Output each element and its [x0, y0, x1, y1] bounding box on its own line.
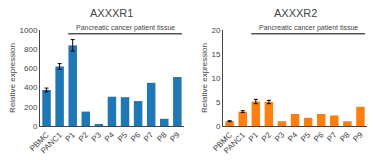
svg-text:AXXXR2: AXXXR2 [274, 7, 317, 19]
svg-text:PBMC: PBMC [28, 130, 51, 153]
svg-text:Relative expression: Relative expression [200, 43, 209, 113]
svg-text:200: 200 [24, 103, 38, 112]
svg-text:1000: 1000 [20, 26, 38, 35]
svg-text:P2: P2 [260, 130, 274, 144]
svg-text:P8: P8 [338, 130, 352, 144]
svg-text:15: 15 [212, 50, 221, 59]
svg-text:AXXXR1: AXXXR1 [90, 7, 133, 19]
svg-text:P1: P1 [64, 130, 78, 144]
svg-text:600: 600 [24, 64, 38, 73]
svg-text:P7: P7 [325, 130, 339, 144]
svg-text:PBMC: PBMC [211, 130, 234, 153]
svg-text:5: 5 [216, 98, 221, 107]
svg-text:P9: P9 [351, 130, 365, 144]
svg-text:PANC1: PANC1 [222, 130, 247, 155]
svg-text:P8: P8 [155, 130, 169, 144]
svg-text:P6: P6 [312, 130, 326, 144]
svg-text:10: 10 [212, 74, 221, 83]
svg-text:P4: P4 [286, 130, 300, 144]
svg-text:P4: P4 [103, 130, 117, 144]
svg-text:PANC1: PANC1 [39, 130, 64, 155]
svg-text:P3: P3 [273, 130, 287, 144]
svg-text:P5: P5 [299, 130, 313, 144]
svg-text:P9: P9 [168, 130, 182, 144]
svg-text:400: 400 [24, 83, 38, 92]
svg-text:P3: P3 [90, 130, 104, 144]
svg-text:P7: P7 [142, 130, 156, 144]
svg-text:Pancreatic cancer patient tiss: Pancreatic cancer patient tissue [76, 24, 175, 32]
svg-text:Relative expression: Relative expression [8, 43, 17, 113]
svg-text:0: 0 [216, 122, 221, 131]
svg-text:P1: P1 [247, 130, 261, 144]
svg-text:800: 800 [24, 45, 38, 54]
svg-text:P2: P2 [77, 130, 91, 144]
svg-text:20: 20 [212, 26, 221, 35]
svg-text:Pancreatic cancer patient tiss: Pancreatic cancer patient tissue [259, 24, 358, 32]
svg-text:P6: P6 [129, 130, 143, 144]
svg-text:P5: P5 [116, 130, 130, 144]
svg-text:0: 0 [33, 122, 38, 131]
